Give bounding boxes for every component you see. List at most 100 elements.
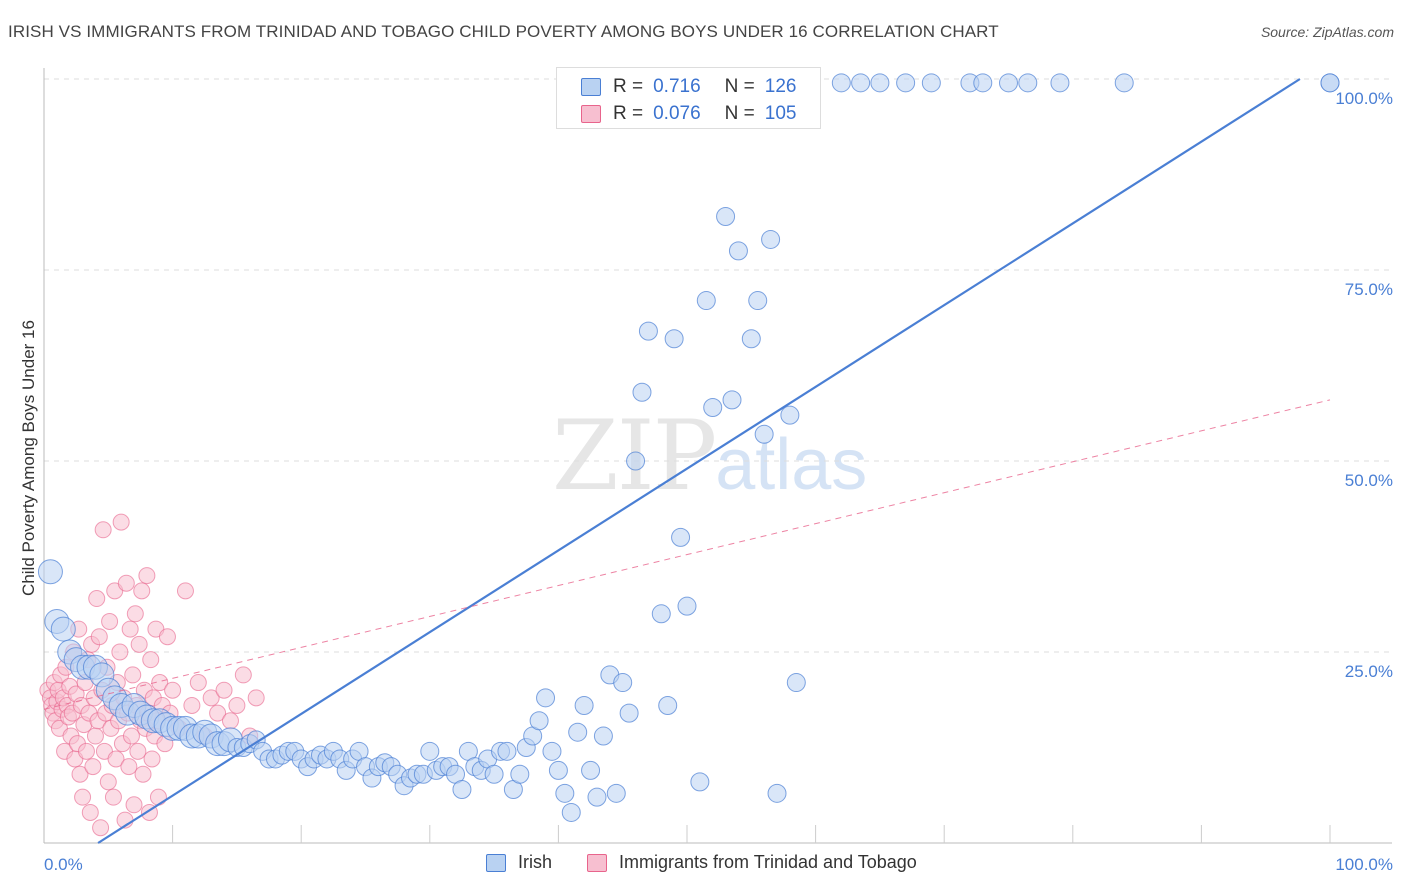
irish-point <box>973 73 993 93</box>
irish-swatch <box>581 78 601 96</box>
irish-point <box>593 726 613 746</box>
irish-point <box>780 405 800 425</box>
trinidad-r-value: 0.076 <box>653 103 701 124</box>
irish-point <box>1320 73 1340 93</box>
irish-point <box>638 321 658 341</box>
trinidad-point <box>129 742 147 760</box>
tick-labels: 25.0% 50.0% 75.0% 100.0% 0.0% 100.0% <box>44 89 1393 874</box>
trinidad-point <box>138 567 156 585</box>
trinidad-point <box>84 758 102 776</box>
irish-n-value: 126 <box>764 76 797 97</box>
grid-lines <box>44 78 1392 653</box>
irish-point <box>851 73 871 93</box>
trinidad-swatch <box>587 853 607 872</box>
legend-row-trinidad: R = 0.076 N = 105 <box>581 103 800 125</box>
irish-point <box>581 760 601 780</box>
trinidad-point <box>111 643 129 661</box>
trinidad-point <box>112 513 130 531</box>
irish-point <box>896 73 916 93</box>
trinidad-point <box>88 590 106 608</box>
legend-n-label: N = <box>724 103 755 124</box>
irish-point <box>870 73 890 93</box>
y-tick-label: 25.0% <box>1345 662 1393 681</box>
irish-point <box>761 229 781 249</box>
legend-n-label: N = <box>724 76 755 97</box>
irish-point <box>786 673 806 693</box>
y-axis-label: Child Poverty Among Boys Under 16 <box>19 320 38 596</box>
x-tick-label: 0.0% <box>44 855 83 874</box>
bottom-legend: Irish Immigrants from Trinidad and Tobag… <box>0 852 1406 876</box>
trinidad-point <box>234 666 252 684</box>
trend-lines <box>43 78 1331 844</box>
trinidad-point <box>74 788 92 806</box>
irish-point <box>754 424 774 444</box>
irish-point <box>613 673 633 693</box>
bottom-legend-irish: Irish <box>486 852 552 873</box>
irish-point <box>664 329 684 349</box>
irish-point <box>921 73 941 93</box>
legend-r-label: R = <box>613 76 644 97</box>
legend-row-irish: R = 0.716 N = 126 <box>581 76 800 98</box>
irish-point <box>574 695 594 715</box>
irish-point <box>587 787 607 807</box>
irish-trend-line <box>97 78 1301 844</box>
irish-point <box>536 688 556 708</box>
trinidad-point <box>228 696 246 714</box>
irish-r-value: 0.716 <box>653 76 701 97</box>
legend-r-label: R = <box>613 103 644 124</box>
trinidad-point <box>121 620 139 638</box>
trinidad-point <box>124 666 142 684</box>
trinidad-point <box>86 727 104 745</box>
bottom-legend-trinidad-label: Immigrants from Trinidad and Tobago <box>619 852 917 872</box>
trinidad-point <box>149 788 167 806</box>
trinidad-point <box>107 750 125 768</box>
irish-point <box>831 73 851 93</box>
watermark: ZIPatlas <box>552 400 867 512</box>
trinidad-point <box>122 727 140 745</box>
irish-point <box>741 329 761 349</box>
trinidad-point <box>142 651 160 669</box>
trinidad-point <box>104 788 122 806</box>
irish-point <box>690 772 710 792</box>
trinidad-point <box>81 803 99 821</box>
irish-point <box>677 596 697 616</box>
trinidad-point <box>99 773 117 791</box>
irish-point <box>529 711 549 731</box>
trinidad-n-value: 105 <box>764 103 797 124</box>
irish-point <box>703 398 723 418</box>
irish-point <box>542 741 562 761</box>
irish-point <box>748 291 768 311</box>
trinidad-point <box>101 612 119 630</box>
axes <box>43 68 1392 844</box>
watermark-atlas: atlas <box>715 425 868 505</box>
trinidad-point <box>120 758 138 776</box>
source-label: Source: ZipAtlas.com <box>1260 24 1394 40</box>
trinidad-point <box>130 635 148 653</box>
irish-point <box>999 73 1018 93</box>
irish-point <box>658 695 678 715</box>
irish-point <box>555 783 575 803</box>
y-tick-label: 75.0% <box>1345 280 1393 299</box>
irish-points <box>37 73 1340 822</box>
irish-point <box>561 802 581 822</box>
irish-point <box>619 703 639 723</box>
irish-point <box>452 780 472 800</box>
trinidad-point <box>125 796 143 814</box>
irish-point <box>696 291 716 311</box>
bottom-legend-trinidad: Immigrants from Trinidad and Tobago <box>587 852 917 873</box>
trinidad-point <box>189 674 207 692</box>
trinidad-point <box>126 605 144 623</box>
y-tick-label: 100.0% <box>1335 89 1393 108</box>
irish-point <box>568 722 588 742</box>
trinidad-point <box>183 696 201 714</box>
bottom-legend-irish-label: Irish <box>518 852 553 872</box>
irish-point <box>728 241 748 261</box>
legend: R = 0.716 N = 126 R = 0.076 N = 105 <box>556 67 821 129</box>
trinidad-point <box>117 574 135 592</box>
trinidad-point <box>151 674 169 692</box>
irish-point <box>767 783 787 803</box>
trinidad-point <box>90 628 108 646</box>
trinidad-point <box>164 681 182 699</box>
trinidad-point <box>209 704 227 722</box>
